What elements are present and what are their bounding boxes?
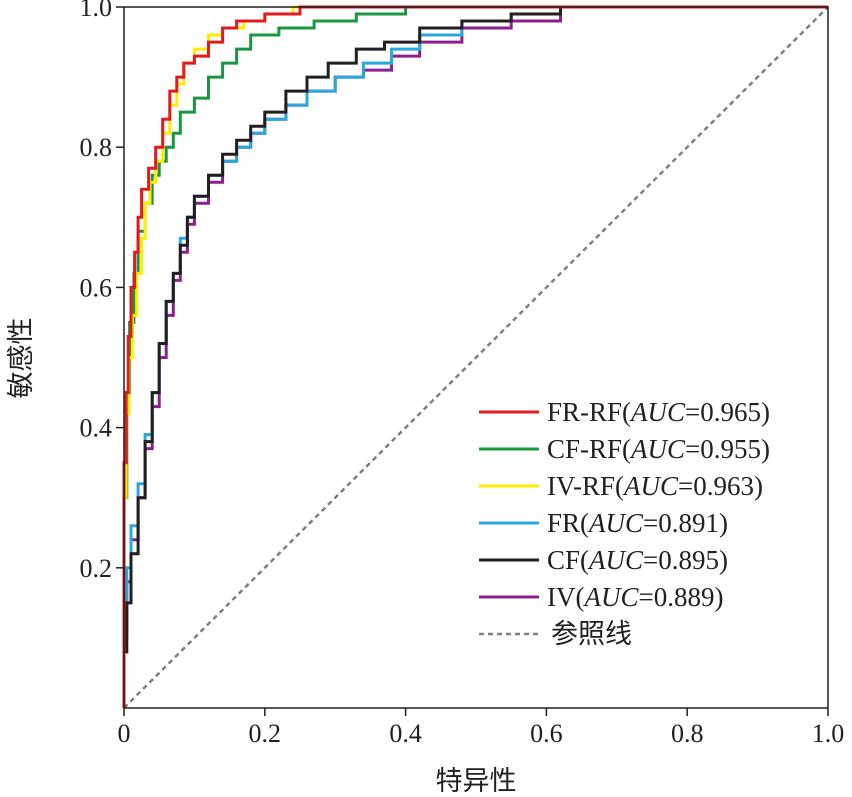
series-line-fr-rf xyxy=(122,5,828,708)
y-tick-label: 0.4 xyxy=(80,414,113,443)
legend-label-fr-rf: FR-RF(AUC=0.965) xyxy=(547,397,770,427)
legend-label-cf: CF(AUC=0.895) xyxy=(547,545,728,575)
y-axis-ticks: 0.2 0.4 0.6 0.8 1.0 xyxy=(80,0,124,583)
legend-label-iv: IV(AUC=0.889) xyxy=(547,582,723,612)
y-tick-label: 0.8 xyxy=(80,133,113,162)
x-tick-label: 0.2 xyxy=(249,719,282,748)
legend: FR-RF(AUC=0.965) CF-RF(AUC=0.955) IV-RF(AU… xyxy=(479,397,770,649)
y-tick-label: 0.2 xyxy=(80,554,113,583)
x-axis-label: 特异性 xyxy=(436,766,517,796)
legend-label-fr: FR(AUC=0.891) xyxy=(547,508,728,538)
x-tick-label: 0.6 xyxy=(530,719,563,748)
x-axis-ticks: 0 0.2 0.4 0.6 0.8 1.0 xyxy=(118,708,845,748)
y-axis-label: 敏感性 xyxy=(6,318,36,399)
x-tick-label: 0.4 xyxy=(389,719,422,748)
y-tick-label: 0.6 xyxy=(80,273,113,302)
legend-label-iv-rf: IV-RF(AUC=0.963) xyxy=(547,471,763,501)
legend-label-reference: 参照线 xyxy=(551,619,632,649)
x-tick-label: 0 xyxy=(118,719,131,748)
x-tick-label: 1.0 xyxy=(812,719,845,748)
y-tick-label: 1.0 xyxy=(80,0,113,22)
series-line-cf xyxy=(122,5,828,708)
roc-curves xyxy=(122,5,829,709)
plot-frame xyxy=(123,6,829,709)
legend-label-cf-rf: CF-RF(AUC=0.955) xyxy=(547,434,770,464)
reference-line xyxy=(123,6,829,709)
x-tick-label: 0.8 xyxy=(671,719,704,748)
